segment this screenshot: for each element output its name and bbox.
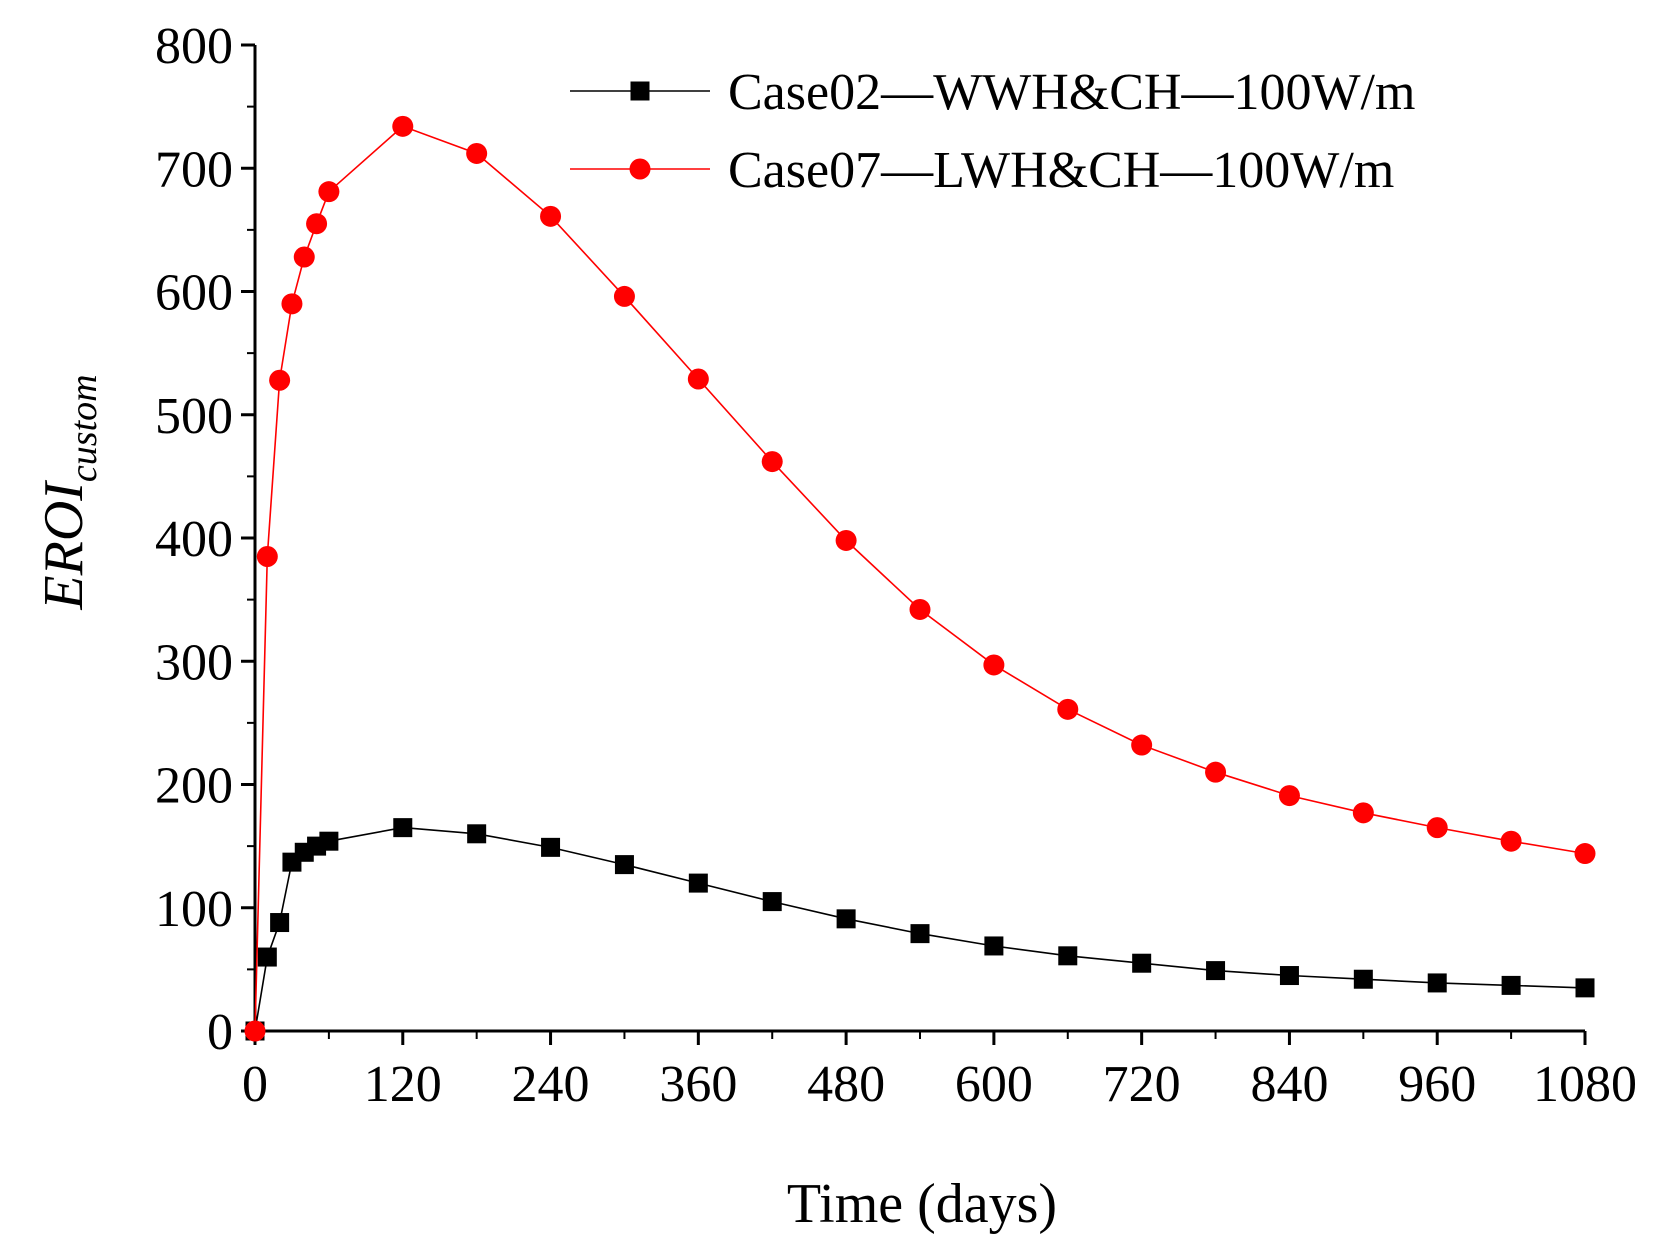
y-tick-label: 800: [155, 18, 233, 75]
x-tick-label: 480: [807, 1056, 885, 1113]
data-point: [1132, 953, 1152, 973]
data-point: [1058, 946, 1078, 966]
data-point: [393, 818, 413, 838]
series-line: [254, 125, 1586, 1032]
y-axis-label: EROIcustom: [33, 374, 105, 610]
data-point: [1574, 843, 1596, 865]
data-point: [270, 913, 290, 933]
data-point: [1057, 698, 1079, 720]
data-point: [1500, 830, 1522, 852]
y-tick-label: 400: [155, 511, 233, 568]
data-point: [983, 654, 1005, 676]
legend: Case02—WWH&CH—100W/m Case07—LWH&CH—100W/m: [570, 64, 1415, 199]
y-tick-label: 600: [155, 265, 233, 322]
data-point: [306, 213, 328, 235]
y-tick-label: 200: [155, 758, 233, 815]
series-2: [244, 115, 1596, 1042]
data-point: [244, 1020, 266, 1042]
data-point: [1427, 973, 1447, 993]
x-tick-label: 840: [1250, 1056, 1328, 1113]
data-point: [1206, 961, 1226, 981]
x-tick-label: 720: [1103, 1056, 1181, 1113]
x-tick-label: 600: [955, 1056, 1033, 1113]
data-point: [1353, 969, 1373, 989]
y-axis-label-subscript: custom: [63, 374, 105, 482]
data-point: [984, 936, 1004, 956]
data-point: [319, 831, 339, 851]
series-1: [245, 818, 1595, 1041]
x-tick-label: 360: [659, 1056, 737, 1113]
data-point: [269, 369, 291, 391]
data-point: [256, 545, 278, 567]
data-point: [761, 451, 783, 473]
x-tick-label: 120: [364, 1056, 442, 1113]
data-point: [613, 285, 635, 307]
data-point: [1278, 785, 1300, 807]
x-axis-label: Time (days): [787, 1173, 1057, 1235]
data-point: [467, 824, 487, 844]
data-point: [762, 892, 782, 912]
y-tick-label: 300: [155, 634, 233, 691]
data-point: [835, 529, 857, 551]
data-point: [541, 837, 561, 857]
data-point: [1131, 734, 1153, 756]
data-point: [909, 598, 931, 620]
y-tick-label: 700: [155, 141, 233, 198]
data-point: [540, 205, 562, 227]
data-point: [910, 924, 930, 944]
data-point: [1501, 975, 1521, 995]
legend-item: Case02—WWH&CH—100W/m: [570, 64, 1415, 121]
data-point: [1352, 802, 1374, 824]
data-point: [293, 246, 315, 268]
x-axis-ticks: 0 120 240 360 480 600 720 840 960 1080: [242, 1031, 1637, 1113]
data-point: [466, 142, 488, 164]
legend-item: Case07—LWH&CH—100W/m: [570, 142, 1394, 199]
x-tick-label: 240: [512, 1056, 590, 1113]
data-point: [614, 855, 634, 875]
legend-marker: [630, 81, 650, 101]
legend-marker: [629, 158, 651, 180]
x-tick-label: 1080: [1533, 1056, 1637, 1113]
data-point: [688, 873, 708, 893]
x-tick-label: 960: [1398, 1056, 1476, 1113]
legend-label: Case02—WWH&CH—100W/m: [728, 64, 1415, 121]
y-axis-label-main: EROI: [33, 480, 95, 611]
data-point: [392, 115, 414, 137]
data-point: [318, 181, 340, 203]
y-tick-label: 500: [155, 388, 233, 445]
data-point: [687, 368, 709, 390]
data-point: [1426, 817, 1448, 839]
data-point: [836, 909, 856, 929]
data-point: [1205, 761, 1227, 783]
data-point: [257, 947, 277, 967]
data-point: [1279, 966, 1299, 986]
y-axis-ticks: 0 100 200 300 400 500 600 700 800: [155, 18, 255, 1061]
x-tick-label: 0: [242, 1056, 268, 1113]
data-point: [1575, 978, 1595, 998]
series-layer: [244, 115, 1596, 1042]
y-tick-label: 0: [207, 1004, 233, 1061]
legend-label: Case07—LWH&CH—100W/m: [728, 142, 1394, 199]
data-point: [281, 293, 303, 315]
y-tick-label: 100: [155, 881, 233, 938]
